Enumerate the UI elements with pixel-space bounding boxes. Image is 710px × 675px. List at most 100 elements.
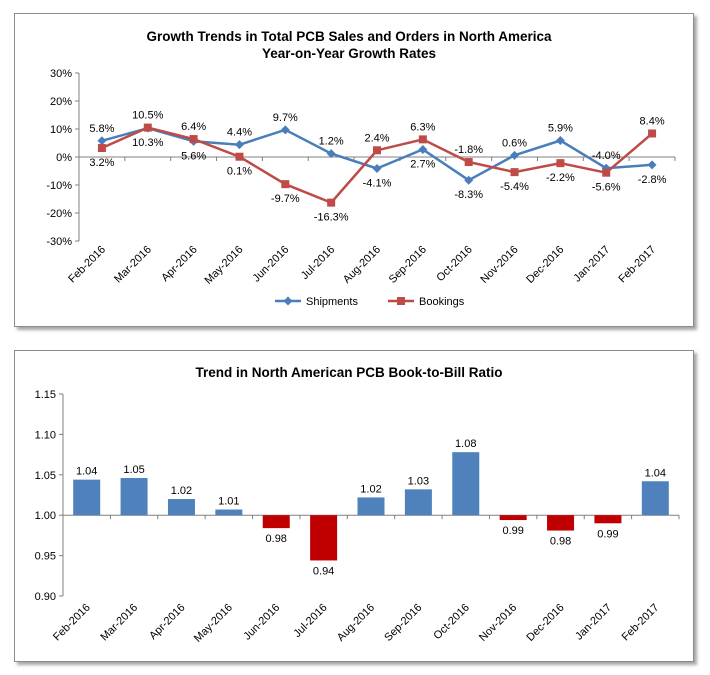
data-point bbox=[373, 146, 381, 155]
data-label: 5.9% bbox=[548, 122, 573, 134]
bar bbox=[641, 481, 669, 516]
data-label: 6.4% bbox=[181, 121, 206, 133]
data-point bbox=[372, 163, 382, 173]
x-tick-label: Mar-2016 bbox=[98, 602, 140, 644]
chart-title: Trend in North American PCB Book-to-Bill… bbox=[195, 365, 502, 380]
data-label: 0.98 bbox=[550, 536, 571, 548]
data-point bbox=[326, 149, 336, 159]
data-point bbox=[97, 136, 107, 146]
x-tick-label: Dec-2016 bbox=[524, 244, 566, 286]
chart-title: Growth Trends in Total PCB Sales and Ord… bbox=[146, 29, 552, 44]
data-label: -9.7% bbox=[271, 193, 300, 205]
data-point bbox=[327, 198, 336, 207]
x-tick-label: May-2016 bbox=[203, 244, 246, 287]
data-point bbox=[234, 140, 244, 150]
data-label: 1.04 bbox=[76, 466, 97, 478]
data-label: 6.3% bbox=[410, 121, 435, 133]
y-tick-label: 0.95 bbox=[35, 551, 56, 563]
y-tick-label: 1.00 bbox=[35, 510, 56, 522]
data-label: 1.03 bbox=[408, 475, 429, 487]
data-point bbox=[602, 168, 611, 177]
data-label: -16.3% bbox=[314, 212, 349, 224]
data-label: 3.2% bbox=[89, 157, 114, 169]
data-label: -2.2% bbox=[546, 172, 575, 184]
bar bbox=[594, 515, 622, 524]
x-tick-label: Aug-2016 bbox=[341, 244, 383, 286]
legend-swatch-marker bbox=[397, 297, 405, 305]
data-point bbox=[418, 135, 427, 144]
data-label: 8.4% bbox=[640, 115, 665, 127]
data-label: 4.4% bbox=[227, 127, 252, 139]
y-tick-label: -10% bbox=[46, 180, 72, 192]
data-label: 1.01 bbox=[218, 496, 239, 508]
data-point bbox=[556, 159, 565, 168]
x-tick-label: May-2016 bbox=[192, 602, 235, 645]
x-tick-label: Nov-2016 bbox=[477, 602, 519, 644]
y-tick-label: 30% bbox=[50, 68, 72, 80]
y-tick-label: 10% bbox=[50, 124, 72, 136]
data-label: 1.08 bbox=[455, 438, 476, 450]
x-tick-label: Apr-2016 bbox=[159, 244, 199, 284]
data-label: -1.8% bbox=[454, 144, 483, 156]
data-label: 0.1% bbox=[227, 166, 252, 178]
data-point bbox=[510, 150, 520, 160]
data-label: -5.6% bbox=[592, 182, 621, 194]
data-point bbox=[555, 135, 565, 145]
y-tick-label: 0% bbox=[56, 152, 72, 164]
data-point bbox=[280, 125, 290, 135]
bar bbox=[404, 489, 432, 516]
bar bbox=[310, 515, 338, 561]
data-label: 1.02 bbox=[171, 485, 192, 497]
data-label: 1.05 bbox=[123, 464, 144, 476]
growth-chart-panel: Growth Trends in Total PCB Sales and Ord… bbox=[14, 13, 694, 327]
data-label: 1.2% bbox=[319, 136, 344, 148]
bar bbox=[73, 479, 101, 516]
x-tick-label: Jan-2017 bbox=[571, 244, 612, 285]
data-point bbox=[97, 144, 106, 153]
data-point bbox=[464, 158, 473, 167]
x-tick-label: Jul-2016 bbox=[299, 244, 337, 282]
x-tick-label: Dec-2016 bbox=[524, 602, 566, 644]
data-point bbox=[281, 180, 290, 189]
data-point bbox=[235, 152, 244, 161]
x-tick-label: Oct-2016 bbox=[434, 244, 474, 284]
legend-swatch-marker bbox=[283, 296, 293, 306]
x-tick-label: Sep-2016 bbox=[387, 244, 429, 286]
data-point bbox=[510, 168, 519, 177]
bar bbox=[215, 509, 243, 516]
book-to-bill-chart: Trend in North American PCB Book-to-Bill… bbox=[35, 365, 680, 645]
x-tick-label: Jun-2016 bbox=[241, 602, 282, 643]
legend-label: Shipments bbox=[306, 296, 358, 308]
data-label: 5.8% bbox=[89, 123, 114, 135]
data-point bbox=[648, 129, 657, 138]
data-label: -5.4% bbox=[500, 181, 529, 193]
x-tick-label: Feb-2016 bbox=[66, 244, 108, 286]
data-label: 0.99 bbox=[597, 528, 618, 540]
x-tick-label: Jun-2016 bbox=[251, 244, 292, 285]
book-to-bill-panel: Trend in North American PCB Book-to-Bill… bbox=[14, 350, 694, 662]
x-tick-label: Aug-2016 bbox=[335, 602, 377, 644]
data-label: 10.3% bbox=[132, 137, 163, 149]
data-label: 1.02 bbox=[360, 483, 381, 495]
x-tick-label: Feb-2017 bbox=[620, 602, 662, 644]
bar bbox=[357, 497, 385, 516]
data-label: 0.94 bbox=[313, 565, 334, 577]
bar bbox=[499, 515, 527, 521]
y-tick-label: 20% bbox=[50, 96, 72, 108]
data-label: 0.99 bbox=[502, 525, 523, 537]
data-point bbox=[143, 123, 152, 132]
legend-label: Bookings bbox=[419, 296, 465, 308]
data-label: 0.6% bbox=[502, 137, 527, 149]
data-point bbox=[189, 135, 198, 144]
bar bbox=[547, 515, 575, 531]
data-label: 2.4% bbox=[364, 132, 389, 144]
y-tick-label: 1.05 bbox=[35, 470, 56, 482]
x-tick-label: Nov-2016 bbox=[478, 244, 520, 286]
data-label: -8.3% bbox=[454, 189, 483, 201]
chart-subtitle: Year-on-Year Growth Rates bbox=[262, 46, 436, 61]
y-tick-label: 0.90 bbox=[35, 591, 56, 603]
data-label: 9.7% bbox=[273, 112, 298, 124]
bar bbox=[120, 478, 148, 516]
bar bbox=[452, 452, 480, 516]
x-tick-label: Jan-2017 bbox=[573, 602, 614, 643]
